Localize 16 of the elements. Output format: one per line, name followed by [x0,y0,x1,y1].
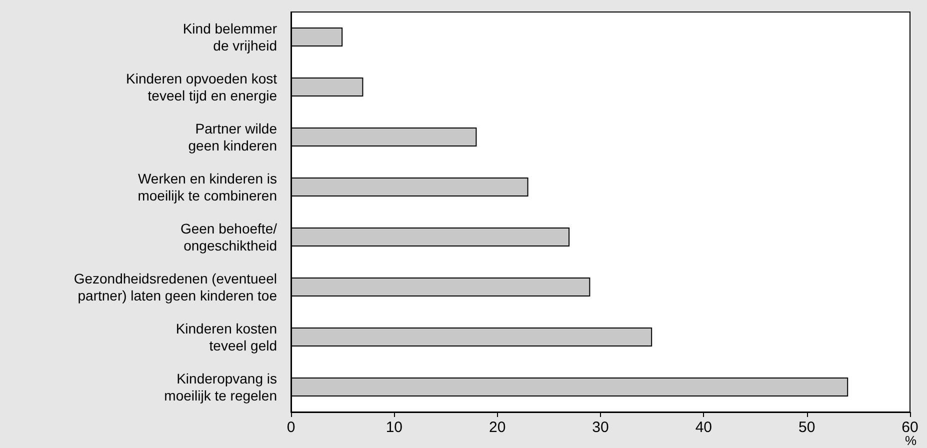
x-axis-title: % [905,433,917,448]
x-tick-label: 10 [386,419,403,436]
x-tick-label: 40 [695,419,712,436]
x-tick-label: 20 [488,419,506,436]
y-tick-label: Kinderopvang is moeilijk te regelen [164,370,277,404]
y-tick-label: Kinderen kosten teveel geld [176,320,277,354]
x-tick-label: 50 [798,419,816,436]
x-tick-label: 60 [902,419,918,436]
y-tick-label: Gezondheidsredenen (eventueel partner) laten geen kinderen toe [74,270,278,304]
x-tick-label: 30 [592,419,609,436]
y-tick-label: Kinderen opvoeden kost teveel tijd en energie [126,70,278,104]
y-tick-label: Kind belemmer de vrijheid [182,20,278,54]
y-tick-label: Werken en kinderen is moeilijk te combineren [138,170,277,204]
y-tick-label: Geen behoefte/ ongeschiktheid [180,220,278,254]
y-tick-label: Partner wilde geen kinderen [188,120,278,154]
x-tick-label: 0 [286,419,296,436]
